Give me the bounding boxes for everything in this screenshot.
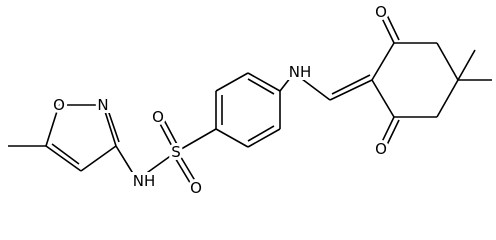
atom-label: O xyxy=(152,108,164,126)
atom-label: O xyxy=(375,3,387,21)
atom-label: O xyxy=(375,140,387,158)
atom-label: S xyxy=(171,143,181,161)
atom-label: NH xyxy=(289,63,312,81)
page: O N NH S O O NH O O (() => { const data … xyxy=(8,3,492,197)
structure-diagram: O N NH S O O NH O O xyxy=(8,3,492,197)
atom-label: NH xyxy=(133,172,156,190)
atom-label: O xyxy=(190,179,202,197)
atom-label: O xyxy=(53,96,65,114)
atom-label: N xyxy=(97,96,108,114)
bonds xyxy=(8,10,492,187)
